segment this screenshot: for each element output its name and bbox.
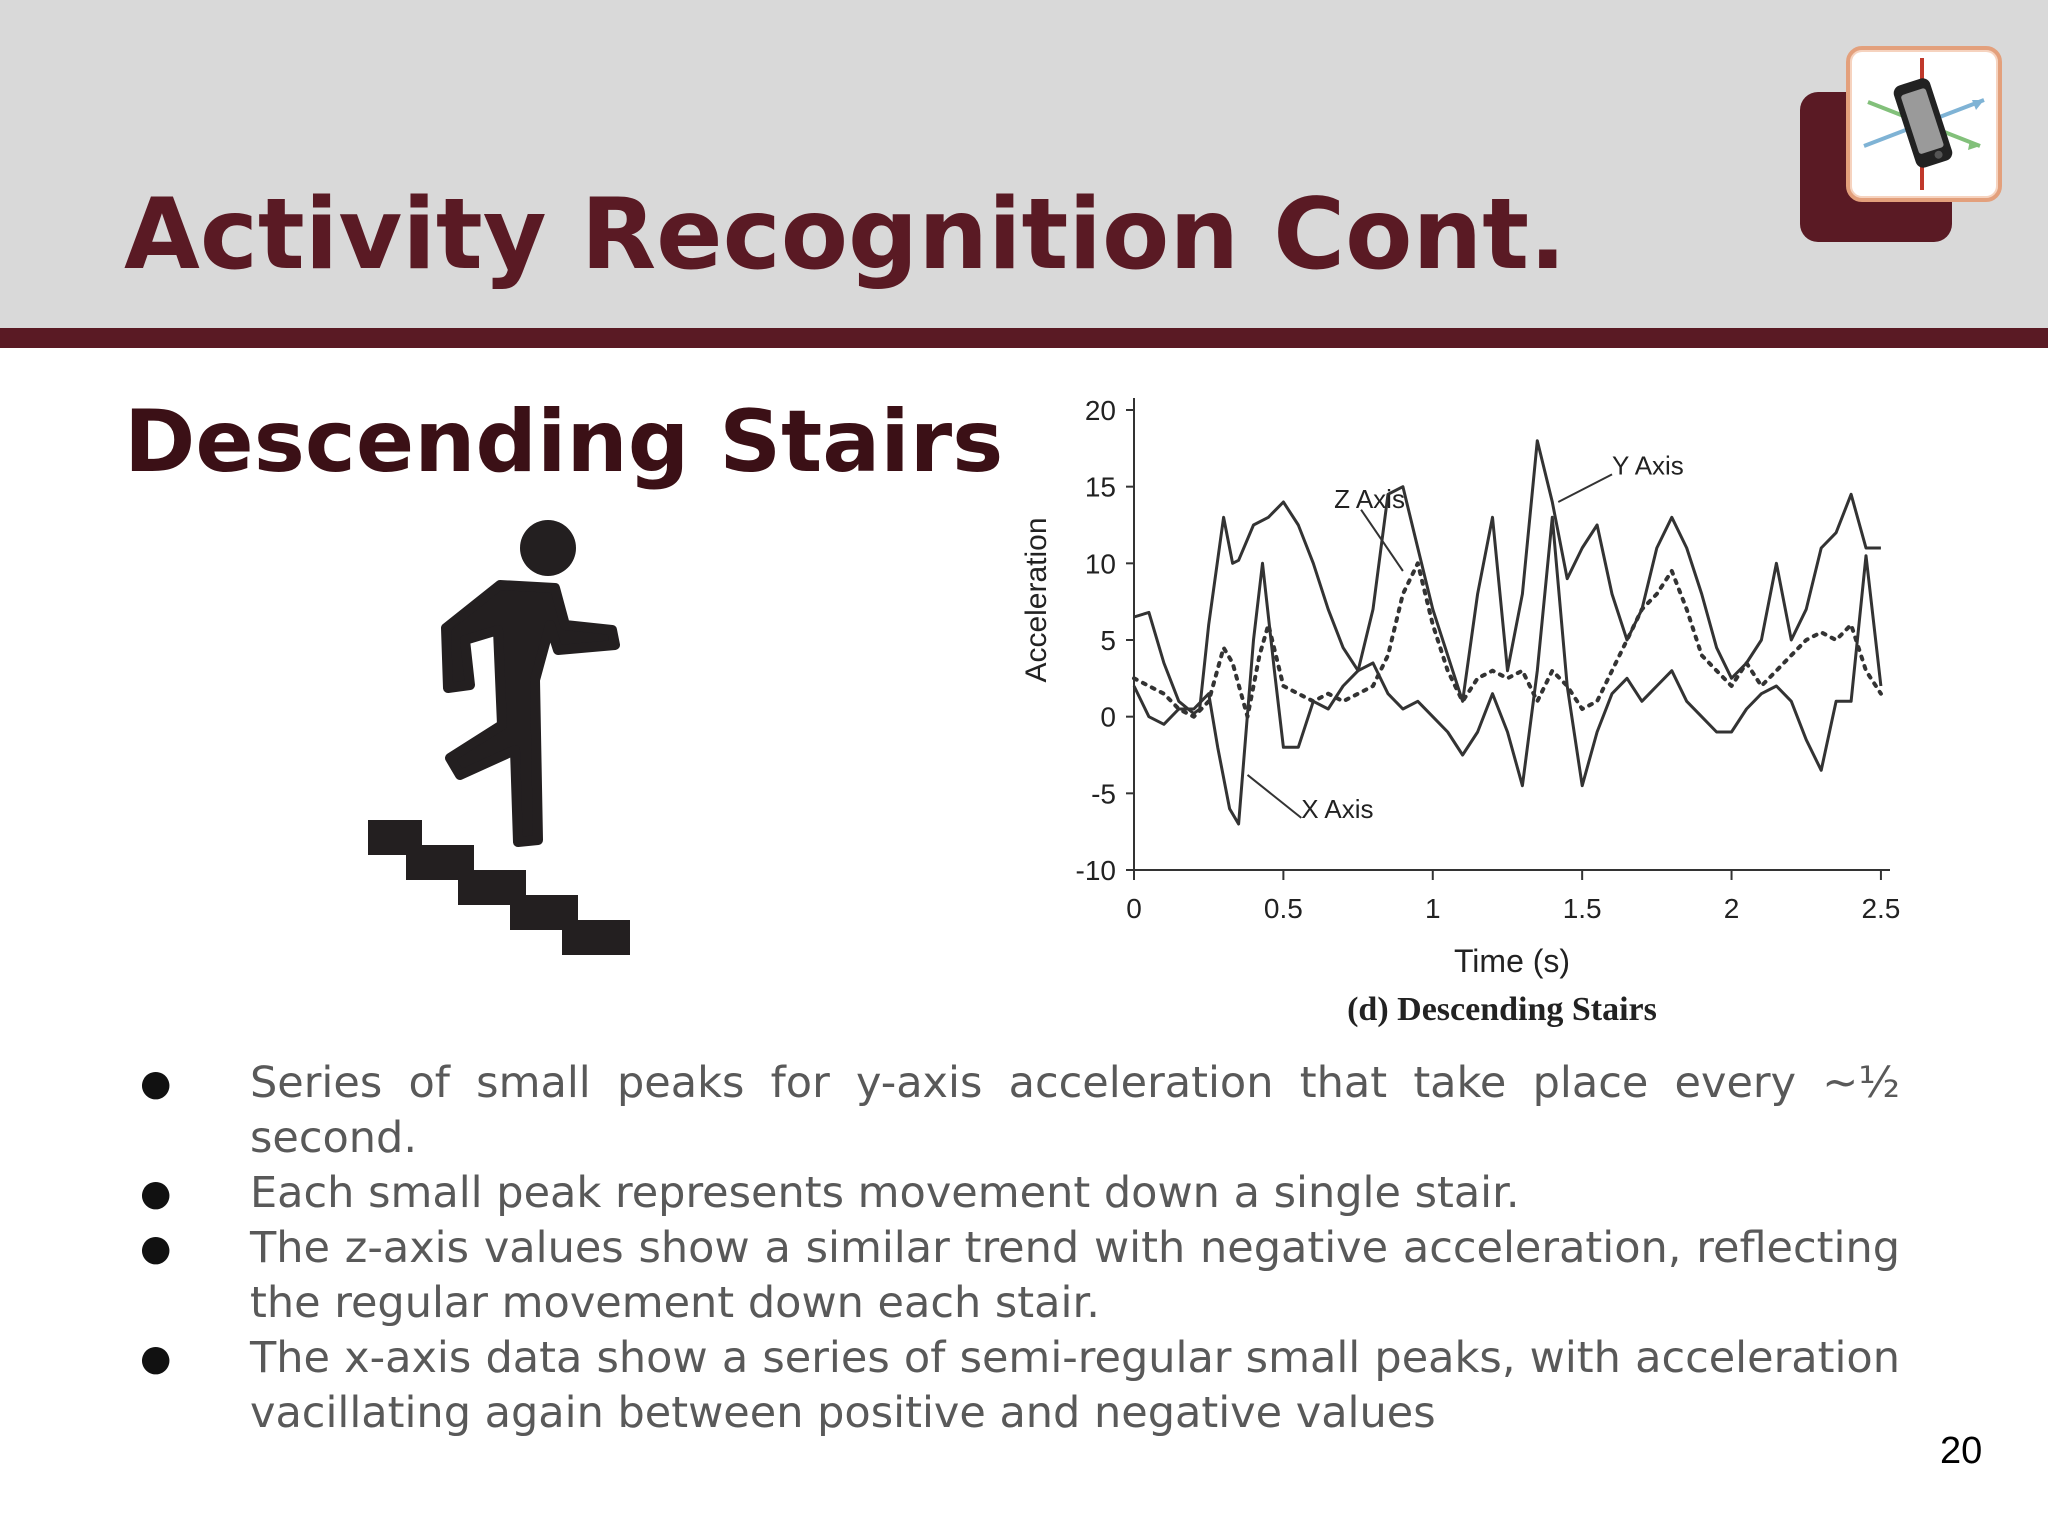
x-tick-label: 1.5 (1563, 893, 1602, 924)
slide-subtitle: Descending Stairs (124, 392, 1004, 492)
annotation-leader (1557, 473, 1613, 503)
bullet-marker: ● (140, 1338, 172, 1379)
header-divider (0, 328, 2048, 348)
x-tick-label: 0.5 (1264, 893, 1303, 924)
series-line-z-axis (1132, 561, 1883, 719)
chart-title: (d) Descending Stairs (1347, 991, 1657, 1028)
annotation-label: Z Axis (1334, 484, 1405, 514)
descending-stairs-acceleration-chart: -10 -5 0 5 10 15 20 0 0.5 1 1.5 2 2.5 Time (s) Acceler… (1020, 395, 1900, 1028)
bullet-marker: ● (140, 1173, 172, 1214)
x-tick-label: 1 (1425, 893, 1441, 924)
bullet-list: ● Series of small peaks for y-axis accele… (140, 1056, 1900, 1441)
y-tick-label: 5 (1100, 625, 1116, 656)
bullet-marker: ● (140, 1063, 172, 1104)
bullet-item: ● The z-axis values show a similar trend … (140, 1221, 1900, 1331)
series-line-x-axis (1132, 515, 1883, 826)
bullet-text: Series of small peaks for y-axis acceler… (250, 1058, 1900, 1163)
phone-accelerometer-axes-icon (1846, 46, 2002, 202)
annotation-leader (1360, 509, 1404, 572)
bullet-item: ● Each small peak represents movement dow… (140, 1166, 1900, 1221)
y-axis-label: Acceleration (1020, 517, 1053, 682)
y-tick-label: -10 (1076, 855, 1116, 886)
y-tick-label: 0 (1100, 702, 1116, 733)
y-tick-label: -5 (1091, 778, 1116, 809)
person-descending-stairs-icon (350, 510, 680, 964)
bullet-text: The z-axis values show a similar trend w… (250, 1223, 1900, 1328)
bullet-text: The x-axis data show a series of semi-re… (250, 1333, 1900, 1438)
x-tick-label: 2 (1724, 893, 1740, 924)
y-tick-label: 20 (1085, 395, 1116, 426)
page-number: 20 (1940, 1430, 1983, 1472)
x-tick-label: 0 (1126, 893, 1142, 924)
slide-title: Activity Recognition Cont. (124, 178, 1567, 292)
x-tick-label: 2.5 (1861, 893, 1900, 924)
annotation-label: X Axis (1301, 794, 1373, 824)
bullet-text: Each small peak represents movement down… (250, 1168, 1520, 1218)
y-tick-label: 10 (1085, 548, 1116, 579)
series-line-y-axis (1133, 439, 1881, 716)
annotation-leader (1246, 774, 1302, 819)
slide-header (0, 0, 2048, 328)
annotation-label: Y Axis (1612, 450, 1684, 480)
bullet-item: ● Series of small peaks for y-axis accele… (140, 1056, 1900, 1166)
y-tick-label: 15 (1085, 472, 1116, 503)
bullet-item: ● The x-axis data show a series of semi-r… (140, 1331, 1900, 1441)
bullet-marker: ● (140, 1228, 172, 1269)
x-axis-label: Time (s) (1454, 943, 1570, 979)
